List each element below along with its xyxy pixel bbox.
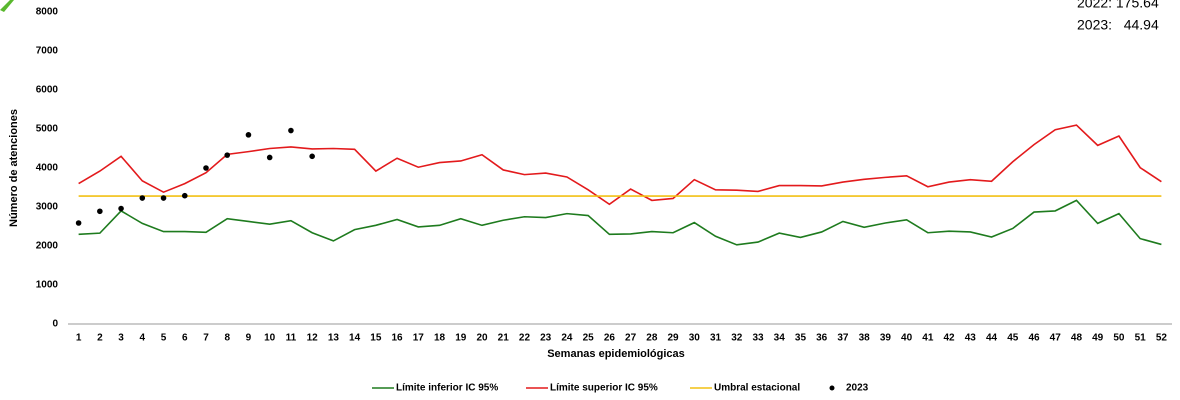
x-tick-label: 10: [264, 333, 276, 344]
x-tick-label: 50: [1113, 333, 1125, 344]
point: [139, 195, 146, 201]
x-tick-label: 31: [710, 333, 722, 344]
y-tick-label: 1000: [36, 280, 59, 291]
x-tick-label: 40: [901, 333, 913, 344]
x-tick-label: 22: [519, 333, 531, 344]
x-tick-label: 19: [455, 333, 467, 344]
x-tick-label: 42: [944, 333, 956, 344]
series-line: [78, 124, 1162, 206]
x-tick-label: 35: [795, 333, 807, 344]
x-tick-label: 51: [1135, 333, 1147, 344]
x-tick-label: 2: [97, 333, 103, 344]
point: [97, 208, 103, 215]
y-tick-label: 5000: [36, 124, 59, 135]
x-tick-label: 17: [413, 333, 425, 344]
x-tick-label: 12: [307, 333, 319, 344]
x-tick-label: 41: [922, 333, 934, 344]
x-tick-label: 20: [476, 333, 488, 344]
x-tick-label: 24: [561, 333, 573, 344]
x-tick-label: 33: [752, 333, 764, 344]
x-tick-label: 13: [328, 333, 340, 344]
x-tick-label: 44: [986, 333, 998, 344]
x-tick-label: 6: [182, 333, 188, 344]
legend-label: 2023: [846, 383, 869, 394]
x-tick-label: 16: [392, 333, 404, 344]
series-line: [78, 199, 1162, 246]
x-tick-label: 8: [224, 333, 230, 344]
x-tick-label: 47: [1050, 333, 1062, 344]
x-tick-label: 32: [731, 333, 743, 344]
point: [288, 127, 294, 134]
legend-marker: [829, 385, 835, 391]
x-tick-label: 18: [434, 333, 446, 344]
point: [181, 192, 188, 199]
point: [266, 154, 273, 161]
x-tick-label: 4: [140, 333, 146, 344]
x-tick-label: 21: [498, 333, 510, 344]
x-tick-label: 9: [246, 333, 252, 344]
y-tick-label: 4000: [36, 163, 59, 174]
x-tick-label: 49: [1092, 333, 1104, 344]
x-tick-label: 34: [774, 333, 786, 344]
annotation: 2022: 175.64: [1077, 0, 1159, 11]
x-tick-label: 26: [604, 333, 616, 344]
y-tick-label: 0: [52, 319, 58, 330]
y-tick-label: 8000: [36, 7, 59, 18]
x-tick-label: 38: [859, 333, 871, 344]
x-tick-label: 46: [1028, 333, 1040, 344]
x-tick-label: 36: [816, 333, 828, 344]
x-tick-label: 28: [646, 333, 658, 344]
x-tick-label: 14: [349, 333, 361, 344]
annotation: 2023: 44.94: [1077, 17, 1159, 33]
x-tick-label: 52: [1156, 333, 1168, 344]
x-tick-label: 15: [370, 333, 382, 344]
x-axis-label: Semanas epidemiológicas: [547, 348, 685, 360]
point: [75, 220, 82, 226]
x-tick-label: 45: [1007, 333, 1019, 344]
x-tick-label: 23: [540, 333, 552, 344]
point: [118, 205, 124, 212]
x-tick-label: 25: [583, 333, 595, 344]
point: [245, 132, 252, 138]
point: [160, 195, 167, 201]
point: [309, 153, 315, 160]
y-tick-label: 7000: [36, 46, 59, 57]
x-tick-label: 7: [203, 333, 209, 344]
x-tick-label: 48: [1071, 333, 1083, 344]
x-tick-label: 39: [880, 333, 892, 344]
y-tick-label: 2000: [36, 241, 59, 252]
y-tick-label: 3000: [36, 202, 59, 213]
logo: [0, 0, 14, 12]
x-tick-label: 30: [689, 333, 701, 344]
point: [224, 152, 231, 158]
y-axis-label: Número de atenciones: [8, 109, 20, 227]
x-tick-label: 3: [118, 333, 124, 344]
x-tick-label: 11: [286, 333, 297, 344]
x-tick-label: 29: [668, 333, 680, 344]
x-tick-label: 43: [965, 333, 977, 344]
x-tick-label: 1: [76, 333, 82, 344]
x-tick-label: 27: [625, 333, 637, 344]
x-tick-label: 5: [161, 333, 167, 344]
legend-label: Límite inferior IC 95%: [396, 383, 498, 394]
point: [203, 165, 209, 171]
legend-label: Umbral estacional: [714, 383, 800, 394]
x-tick-label: 37: [837, 333, 849, 344]
y-tick-label: 6000: [36, 85, 59, 96]
legend-label: Límite superior IC 95%: [550, 383, 658, 394]
